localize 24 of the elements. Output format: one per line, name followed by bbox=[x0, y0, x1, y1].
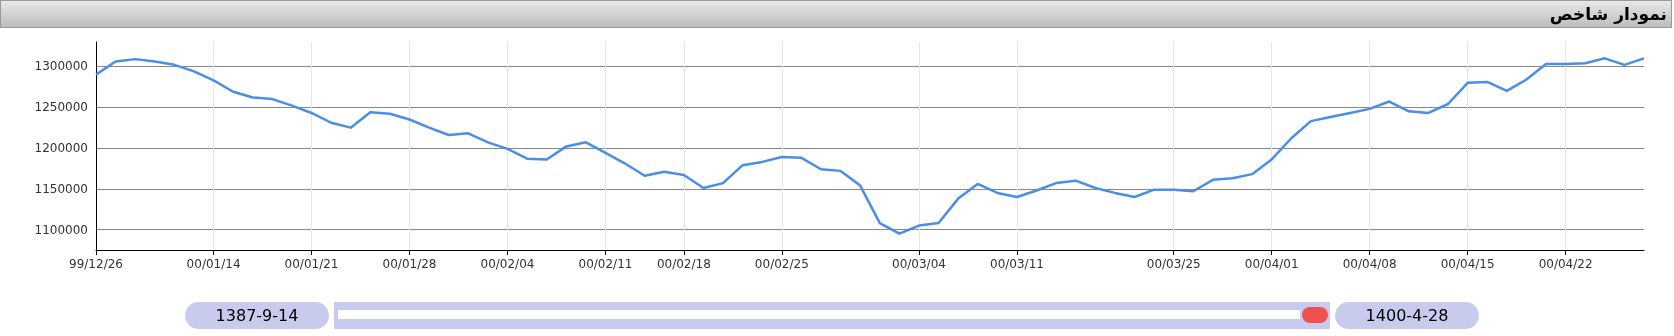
x-tick-label: 00/02/18 bbox=[656, 257, 711, 271]
y-tick-label: 1150000 bbox=[34, 181, 88, 196]
x-tick-label: 00/02/11 bbox=[578, 257, 633, 271]
x-tick-label: 00/03/11 bbox=[990, 257, 1044, 271]
y-tick-label: 1250000 bbox=[34, 100, 88, 115]
y-tick-label: 1100000 bbox=[34, 222, 88, 237]
x-tick-label: 00/01/21 bbox=[284, 257, 339, 271]
x-tick-label: 00/04/08 bbox=[1342, 257, 1397, 271]
x-tick-label: 00/01/14 bbox=[186, 257, 241, 271]
x-tick-label: 00/03/04 bbox=[892, 257, 946, 271]
x-tick-label: 00/04/22 bbox=[1538, 257, 1593, 271]
text: 1400-4-28 bbox=[1335, 302, 1479, 329]
x-tick-label: 00/03/25 bbox=[1146, 257, 1201, 271]
x-tick-label: 99/12/26 bbox=[69, 257, 123, 271]
x-tick-label: 00/01/28 bbox=[382, 257, 437, 271]
x-tick-label: 00/04/01 bbox=[1244, 257, 1299, 271]
text: 1387-9-14 bbox=[185, 302, 329, 329]
y-tick-label: 1300000 bbox=[34, 59, 88, 74]
line-series bbox=[94, 57, 1646, 235]
y-tick-label: 1200000 bbox=[34, 141, 88, 156]
x-tick-label: 00/04/15 bbox=[1440, 257, 1495, 271]
x-tick-label: 00/02/25 bbox=[754, 257, 809, 271]
x-tick-label: 00/02/04 bbox=[480, 257, 535, 271]
chart-title: نمودار شاخص bbox=[0, 0, 1672, 28]
